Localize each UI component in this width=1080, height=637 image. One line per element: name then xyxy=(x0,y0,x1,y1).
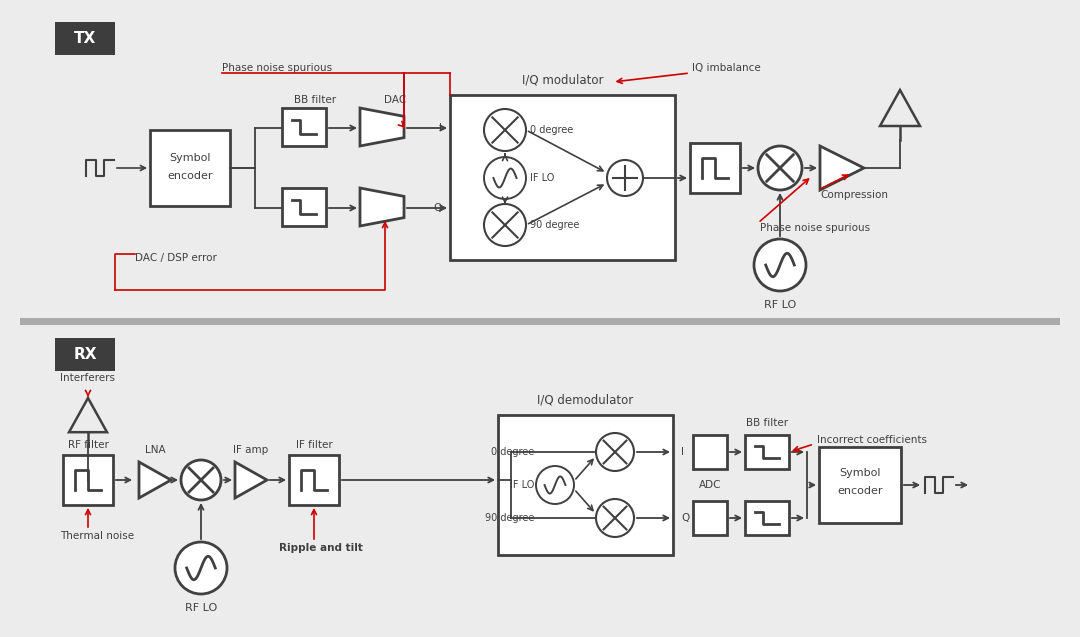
Polygon shape xyxy=(360,188,404,226)
Text: Interferers: Interferers xyxy=(60,373,114,383)
Text: 90 degree: 90 degree xyxy=(485,513,534,523)
Text: Phase noise spurious: Phase noise spurious xyxy=(760,223,870,233)
FancyBboxPatch shape xyxy=(150,130,230,206)
Text: IF LO: IF LO xyxy=(510,480,534,490)
Text: Q: Q xyxy=(434,203,442,213)
Circle shape xyxy=(758,146,802,190)
Text: 0 degree: 0 degree xyxy=(490,447,534,457)
Polygon shape xyxy=(360,108,404,146)
Text: Incorrect coefficients: Incorrect coefficients xyxy=(816,435,927,445)
FancyBboxPatch shape xyxy=(745,435,789,469)
FancyBboxPatch shape xyxy=(450,95,675,260)
Text: I: I xyxy=(681,447,684,457)
Text: TX: TX xyxy=(73,31,96,45)
FancyBboxPatch shape xyxy=(693,501,727,535)
Text: Phase noise spurious: Phase noise spurious xyxy=(222,63,333,73)
FancyBboxPatch shape xyxy=(282,188,326,226)
Text: IF LO: IF LO xyxy=(530,173,554,183)
Text: IQ imbalance: IQ imbalance xyxy=(692,63,760,73)
FancyBboxPatch shape xyxy=(63,455,113,505)
Text: Compression: Compression xyxy=(820,190,888,200)
Text: IF amp: IF amp xyxy=(233,445,269,455)
Text: ADC: ADC xyxy=(699,480,721,490)
Text: RX: RX xyxy=(73,347,97,362)
Circle shape xyxy=(536,466,573,504)
Text: LNA: LNA xyxy=(145,445,165,455)
Text: RF LO: RF LO xyxy=(185,603,217,613)
Circle shape xyxy=(754,239,806,291)
Text: Thermal noise: Thermal noise xyxy=(60,531,134,541)
Text: RF LO: RF LO xyxy=(764,300,796,310)
Circle shape xyxy=(484,109,526,151)
Text: BB filter: BB filter xyxy=(294,95,336,105)
Text: DAC: DAC xyxy=(383,95,406,105)
Text: encoder: encoder xyxy=(167,171,213,181)
Circle shape xyxy=(484,204,526,246)
Text: I/Q demodulator: I/Q demodulator xyxy=(538,394,634,406)
Text: Symbol: Symbol xyxy=(839,468,881,478)
FancyBboxPatch shape xyxy=(55,338,114,371)
FancyBboxPatch shape xyxy=(745,501,789,535)
Polygon shape xyxy=(235,462,267,498)
Text: RF filter: RF filter xyxy=(68,440,108,450)
FancyBboxPatch shape xyxy=(289,455,339,505)
Text: I/Q modulator: I/Q modulator xyxy=(522,73,604,87)
Text: BB filter: BB filter xyxy=(746,418,788,428)
Circle shape xyxy=(596,433,634,471)
Text: I: I xyxy=(438,123,442,133)
Polygon shape xyxy=(139,462,171,498)
Circle shape xyxy=(175,542,227,594)
Text: Q: Q xyxy=(681,513,689,523)
Circle shape xyxy=(484,157,526,199)
FancyBboxPatch shape xyxy=(21,318,1059,325)
Circle shape xyxy=(181,460,221,500)
FancyBboxPatch shape xyxy=(690,143,740,193)
Text: Ripple and tilt: Ripple and tilt xyxy=(279,543,363,553)
FancyBboxPatch shape xyxy=(819,447,901,523)
FancyBboxPatch shape xyxy=(498,415,673,555)
Text: 0 degree: 0 degree xyxy=(530,125,573,135)
FancyBboxPatch shape xyxy=(55,22,114,55)
FancyBboxPatch shape xyxy=(282,108,326,146)
Text: IF filter: IF filter xyxy=(296,440,333,450)
Polygon shape xyxy=(820,146,864,190)
Circle shape xyxy=(607,160,643,196)
Text: 90 degree: 90 degree xyxy=(530,220,579,230)
Text: Symbol: Symbol xyxy=(170,153,211,163)
Text: encoder: encoder xyxy=(837,486,882,496)
Text: DAC / DSP error: DAC / DSP error xyxy=(135,253,217,263)
Circle shape xyxy=(596,499,634,537)
FancyBboxPatch shape xyxy=(693,435,727,469)
